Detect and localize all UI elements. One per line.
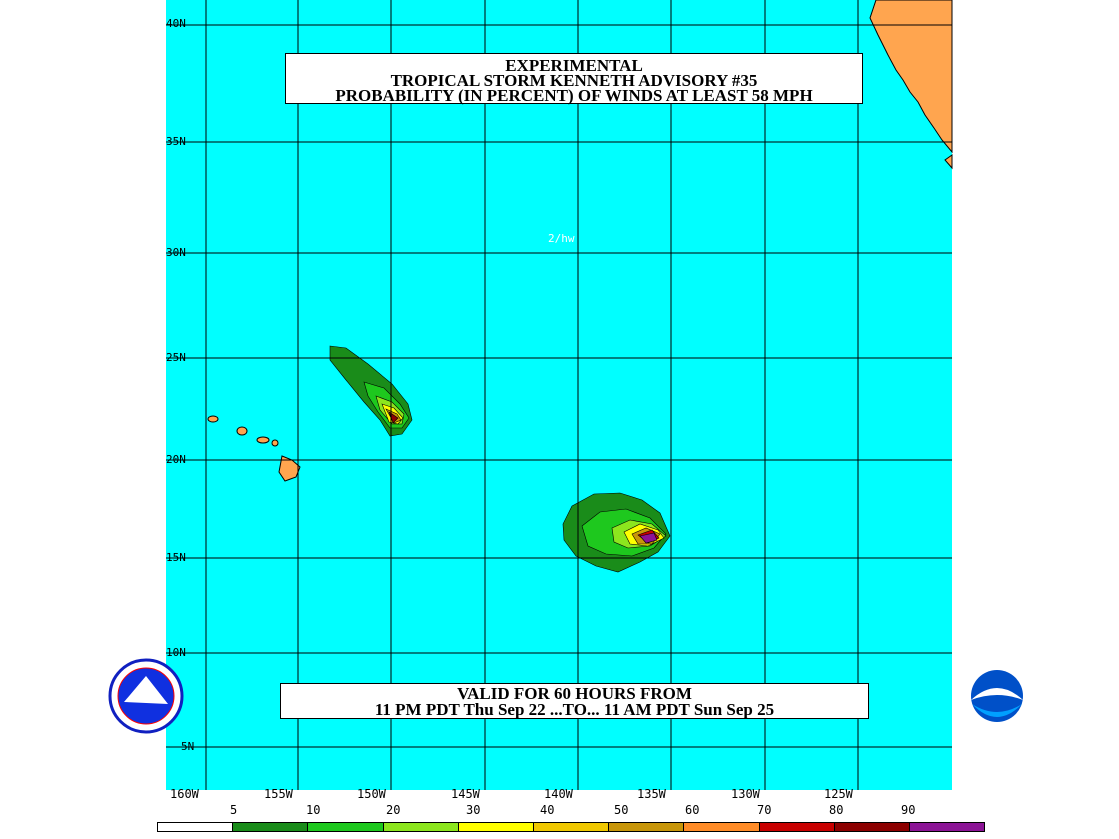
valid-time-box: VALID FOR 60 HOURS FROM 11 PM PDT Thu Se… <box>280 683 869 719</box>
legend-value: 10 <box>306 803 321 817</box>
title-line-3: PROBABILITY (IN PERCENT) OF WINDS AT LEA… <box>335 86 813 105</box>
title-box: EXPERIMENTAL TROPICAL STORM KENNETH ADVI… <box>285 53 863 104</box>
legend-value: 90 <box>901 803 916 817</box>
ocean <box>166 0 952 790</box>
lat-label: 40N <box>166 17 186 30</box>
california-coast <box>869 0 953 154</box>
hawaiian-islands <box>207 415 301 482</box>
legend-value: 40 <box>540 803 555 817</box>
title-line-2: TROPICAL STORM KENNETH ADVISORY #35 <box>390 71 758 90</box>
legend-swatch <box>158 823 234 831</box>
legend-swatch <box>834 823 910 831</box>
legend-value: 50 <box>614 803 629 817</box>
legend-value: 30 <box>466 803 481 817</box>
probability-area-north <box>329 345 413 437</box>
lat-label: 15N <box>166 551 186 564</box>
valid-line-2: 11 PM PDT Thu Sep 22 ...TO... 11 AM PDT … <box>374 700 775 719</box>
legend-swatch <box>533 823 610 831</box>
lat-label: 25N <box>166 351 186 364</box>
lon-label: 145W <box>451 787 480 801</box>
lon-label: 150W <box>357 787 386 801</box>
legend-swatch <box>308 823 384 831</box>
grid-lines <box>166 0 952 790</box>
legend-value: 70 <box>757 803 772 817</box>
legend-value: 20 <box>386 803 401 817</box>
noaa-logo <box>964 663 1030 729</box>
lat-label: 35N <box>166 135 186 148</box>
lon-label: 160W <box>170 787 199 801</box>
lat-label: 30N <box>166 246 186 259</box>
legend-swatch <box>383 823 459 831</box>
lat-label: 20N <box>166 453 186 466</box>
forecaster-initials: 2/hw <box>548 232 575 245</box>
lon-label: 140W <box>544 787 573 801</box>
legend-value: 5 <box>230 803 238 817</box>
legend-swatch <box>759 823 835 831</box>
lon-label: 135W <box>637 787 666 801</box>
legend-swatch <box>909 823 985 831</box>
lon-label: 130W <box>731 787 760 801</box>
probability-area-south <box>562 492 671 573</box>
lon-label: 125W <box>824 787 853 801</box>
nws-logo <box>108 658 184 734</box>
lat-label: 10N <box>166 646 186 659</box>
legend-swatch <box>609 823 685 831</box>
title-line-1: EXPERIMENTAL <box>505 56 643 75</box>
lon-label: 155W <box>264 787 293 801</box>
lat-label: 5N <box>181 740 195 753</box>
legend-value: 60 <box>685 803 700 817</box>
baja-fragment <box>944 154 953 170</box>
legend-swatch <box>458 823 534 831</box>
valid-line-1: VALID FOR 60 HOURS FROM <box>457 684 692 703</box>
legend-swatch <box>233 823 309 831</box>
legend-color-bar <box>157 822 985 832</box>
legend-value: 80 <box>829 803 844 817</box>
legend-swatch <box>684 823 760 831</box>
